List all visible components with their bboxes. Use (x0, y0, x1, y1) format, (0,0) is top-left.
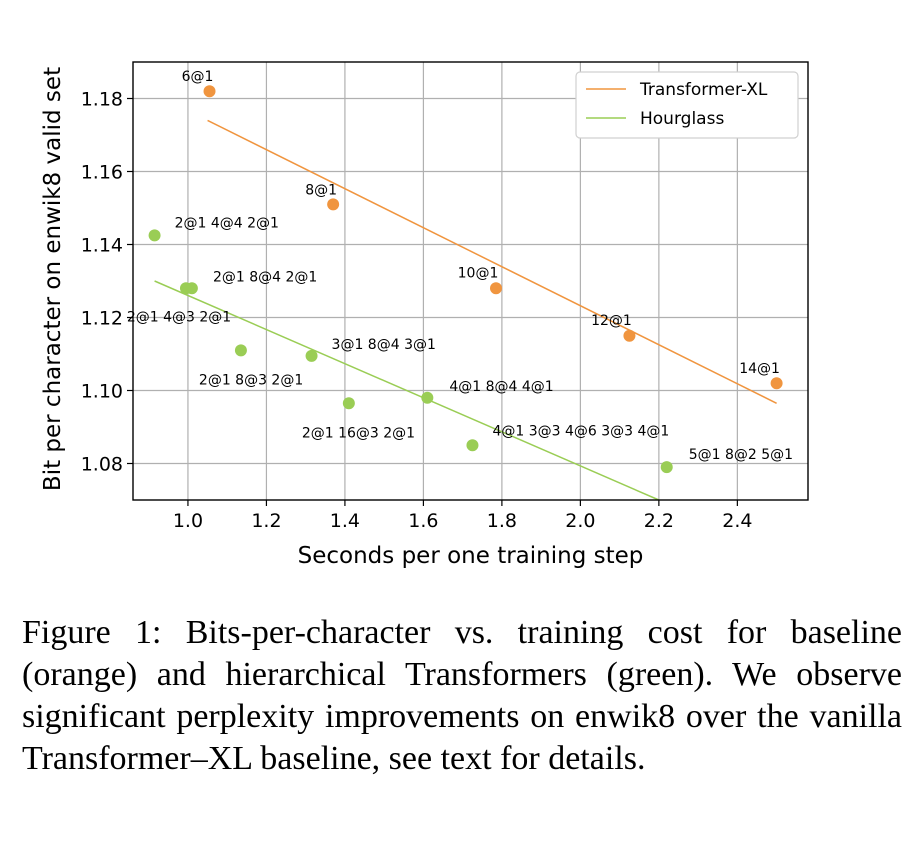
legend: Transformer-XL Hourglass (575, 71, 799, 139)
point-label-hourglass: 2@1 8@3 2@1 (199, 372, 303, 388)
y-tick-label: 1.12 (81, 308, 123, 330)
point-label-hourglass: 4@1 8@4 4@1 (449, 379, 553, 395)
x-axis-label: Seconds per one training step (298, 543, 644, 569)
point-hourglass (421, 391, 434, 404)
point-hourglass (466, 439, 479, 452)
x-tick-label: 1.4 (330, 510, 360, 532)
x-tick-label: 1.6 (408, 510, 438, 532)
point-hourglass (148, 229, 161, 242)
y-tick-label: 1.08 (81, 454, 123, 476)
x-tick-label: 2.0 (565, 510, 595, 532)
y-tick-label: 1.10 (81, 381, 123, 403)
point-hourglass (185, 282, 198, 295)
point-label-hourglass: 2@1 4@4 2@1 (175, 215, 279, 231)
trend-lines (154, 119, 777, 501)
data-points (148, 85, 783, 474)
point-hourglass (342, 397, 355, 410)
legend-box (575, 71, 799, 139)
figure-caption: Figure 1: Bits-per-character vs. trainin… (22, 614, 902, 777)
y-tick-label: 1.14 (81, 235, 123, 257)
point-transformer-xl (327, 198, 340, 211)
trend-line-transformer-xl (207, 119, 777, 404)
point-label-hourglass: 2@1 16@3 2@1 (302, 425, 415, 441)
legend-label-transformer-xl: Transformer-XL (639, 80, 768, 100)
point-label-hourglass: 5@1 8@2 5@1 (689, 447, 793, 463)
point-hourglass (305, 349, 318, 362)
point-label-hourglass: 2@1 4@3 2@1 (127, 309, 231, 325)
x-tick-label: 1.8 (487, 510, 517, 532)
point-hourglass (660, 461, 673, 474)
point-label-hourglass: 3@1 8@4 3@1 (332, 337, 436, 353)
point-transformer-xl (770, 377, 783, 390)
x-tick-label: 1.0 (173, 510, 203, 532)
trend-line-hourglass (154, 280, 660, 501)
point-label-transformer-xl: 14@1 (739, 361, 780, 377)
legend-label-hourglass: Hourglass (640, 109, 724, 129)
point-labels: 6@1 8@1 10@1 12@1 14@1 2@1 4@4 2@1 2@1 8@4 2@1… (127, 69, 793, 463)
y-tick-label: 1.16 (81, 162, 123, 184)
point-label-hourglass: 2@1 8@4 2@1 (213, 269, 317, 285)
chart: 1.0 1.2 1.4 1.6 1.8 2.0 2.2 2.4 1.08 1.10 1.12 1.14… (40, 61, 809, 569)
point-label-transformer-xl: 10@1 (458, 265, 499, 281)
point-label-transformer-xl: 8@1 (305, 182, 337, 198)
plot-frame (132, 61, 809, 501)
point-transformer-xl (490, 282, 503, 295)
point-label-transformer-xl: 12@1 (591, 313, 632, 329)
point-transformer-xl (623, 329, 636, 342)
point-label-hourglass: 4@1 3@3 4@6 3@3 4@1 (492, 423, 669, 439)
point-transformer-xl (203, 85, 216, 98)
ticks: 1.0 1.2 1.4 1.6 1.8 2.0 2.2 2.4 1.08 1.10 1.12 1.14… (81, 89, 753, 533)
point-label-transformer-xl: 6@1 (182, 69, 214, 85)
point-hourglass (234, 344, 247, 357)
x-tick-label: 2.4 (722, 510, 752, 532)
y-tick-label: 1.18 (81, 89, 123, 111)
x-tick-label: 2.2 (644, 510, 674, 532)
y-axis-label: Bit per character on enwik8 valid set (40, 67, 66, 491)
x-tick-label: 1.2 (251, 510, 281, 532)
